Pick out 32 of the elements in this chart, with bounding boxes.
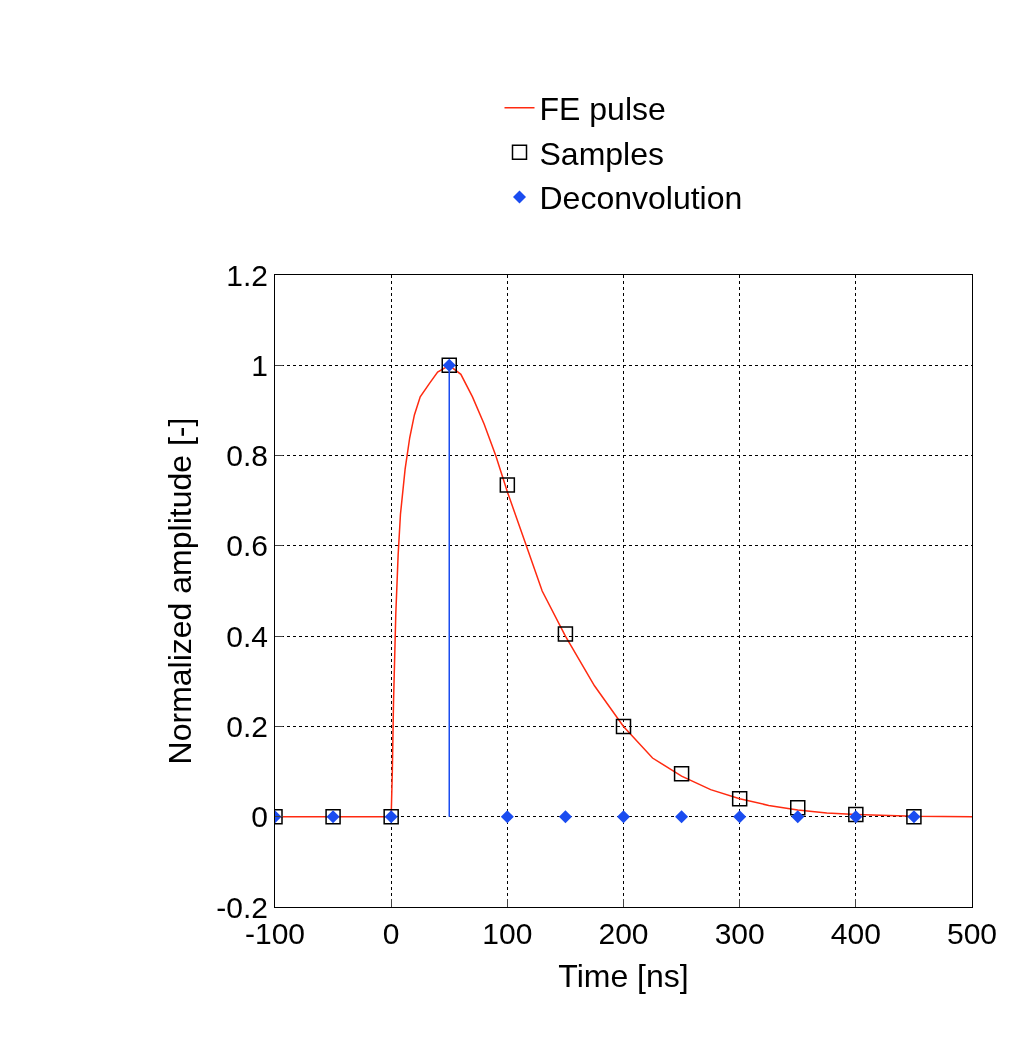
point (733, 810, 747, 824)
x-tick-label: 300 (714, 917, 765, 950)
x-tick-label: 200 (598, 917, 649, 950)
y-tick-label: 0.2 (226, 709, 268, 743)
point (557, 626, 574, 642)
point (617, 810, 630, 824)
x-tick-label: 0 (382, 917, 400, 950)
point (615, 718, 632, 735)
x-tick-label: 500 (946, 917, 998, 950)
point (558, 810, 572, 824)
legend-label: Deconvolution (539, 180, 743, 217)
y-tick-label: 0.6 (226, 529, 268, 563)
point (848, 806, 864, 823)
point (790, 799, 806, 816)
point (673, 766, 690, 782)
x-axis-title: Time [ns] (558, 957, 689, 994)
y-tick-label: 0.4 (226, 619, 268, 653)
point (500, 810, 514, 824)
point (849, 810, 863, 824)
point (731, 790, 748, 807)
legend-label: Samples (539, 135, 664, 172)
legend-label: FE pulse (539, 91, 666, 128)
y-axis-title: Normalized amplitude [-] (161, 417, 198, 765)
y-tick-label: 0 (251, 800, 268, 834)
point (791, 810, 805, 824)
x-tick-label: 400 (830, 917, 881, 950)
y-tick-label: 1.2 (226, 258, 268, 292)
y-tick-label: 1 (251, 348, 268, 382)
y-tick-label: 0.8 (226, 439, 268, 473)
point (499, 477, 516, 493)
x-tick-label: 100 (482, 917, 533, 950)
point (675, 810, 689, 824)
